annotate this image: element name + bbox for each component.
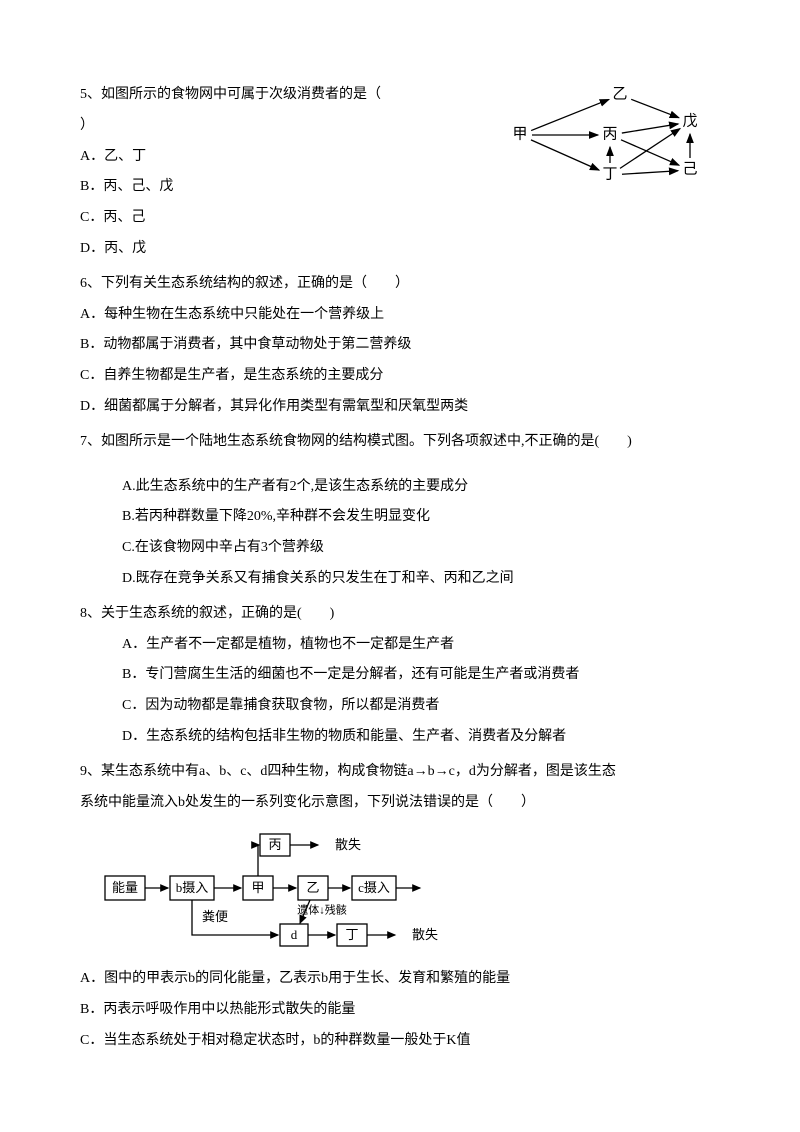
svg-text:乙: 乙	[612, 86, 627, 102]
q8-stem: 8、关于生态系统的叙述，正确的是( )	[80, 599, 720, 630]
label-c-in: c摄入	[358, 880, 390, 895]
q7-option-b: B.若丙种群数量下降20%,辛种群不会发生明显变化	[80, 502, 720, 533]
q5-food-web-diagram: 甲 乙丙丁 戊己	[500, 80, 720, 195]
label-d: d	[291, 927, 298, 942]
q8-option-a: A．生产者不一定都是植物，植物也不一定都是生产者	[80, 630, 720, 661]
question-5: 甲乙丙丁戊己 5、如图所示的食物网中可属于次级消费者的是（ ） A．乙、丁 B．…	[80, 80, 720, 265]
question-9: 9、某生态系统中有a、b、c、d四种生物，构成食物链a→b→c，d为分解者，图是…	[80, 757, 720, 1057]
svg-text:丁: 丁	[602, 166, 617, 182]
q9-option-c: C．当生态系统处于相对稳定状态时，b的种群数量一般处于K值	[80, 1026, 720, 1057]
q9-option-b: B．丙表示呼吸作用中以热能形式散失的能量	[80, 995, 720, 1026]
q5-option-c: C．丙、己	[80, 203, 720, 234]
q5-option-d: D．丙、戊	[80, 234, 720, 265]
question-6: 6、下列有关生态系统结构的叙述，正确的是（ ） A．每种生物在生态系统中只能处在…	[80, 269, 720, 423]
q7-option-c: C.在该食物网中辛占有3个营养级	[80, 533, 720, 564]
q7-option-a: A.此生态系统中的生产者有2个,是该生态系统的主要成分	[80, 472, 720, 503]
q6-option-c: C．自养生物都是生产者，是生态系统的主要成分	[80, 361, 720, 392]
q6-stem: 6、下列有关生态系统结构的叙述，正确的是（ ）	[80, 269, 720, 300]
label-yi: 乙	[306, 880, 319, 895]
label-energy: 能量	[112, 880, 138, 895]
q8-option-d: D．生态系统的结构包括非生物的物质和能量、生产者、消费者及分解者	[80, 722, 720, 753]
food-web-svg: 甲 乙丙丁 戊己	[500, 80, 720, 195]
svg-text:己: 己	[682, 161, 697, 177]
q6-option-a: A．每种生物在生态系统中只能处在一个营养级上	[80, 300, 720, 331]
question-8: 8、关于生态系统的叙述，正确的是( ) A．生产者不一定都是植物，植物也不一定都…	[80, 599, 720, 753]
q8-option-b: B．专门营腐生生活的细菌也不一定是分解者，还有可能是生产者或消费者	[80, 660, 720, 691]
q6-option-b: B．动物都属于消费者，其中食草动物处于第二营养级	[80, 330, 720, 361]
energy-flow-svg: 能量 b摄入 甲 乙 c摄入 丙 散失 d 丁 散失 粪便 遗体↓残骸	[100, 826, 480, 956]
label-bing: 丙	[268, 837, 281, 852]
svg-text:甲: 甲	[512, 126, 527, 142]
question-7: 7、如图所示是一个陆地生态系统食物网的结构模式图。下列各项叙述中,不正确的是( …	[80, 427, 720, 595]
label-ding: 丁	[345, 927, 358, 942]
label-b-in: b摄入	[176, 880, 209, 895]
q9-energy-flow-diagram: 能量 b摄入 甲 乙 c摄入 丙 散失 d 丁 散失 粪便 遗体↓残骸	[100, 826, 720, 956]
q8-option-c: C．因为动物都是靠捕食获取食物，所以都是消费者	[80, 691, 720, 722]
label-jia: 甲	[251, 880, 264, 895]
q7-stem: 7、如图所示是一个陆地生态系统食物网的结构模式图。下列各项叙述中,不正确的是( …	[80, 427, 720, 458]
label-feces: 粪便	[202, 909, 228, 924]
q9-option-a: A．图中的甲表示b的同化能量，乙表示b用于生长、发育和繁殖的能量	[80, 964, 720, 995]
q9-stem-1: 9、某生态系统中有a、b、c、d四种生物，构成食物链a→b→c，d为分解者，图是…	[80, 757, 720, 788]
svg-text:丙: 丙	[602, 126, 617, 142]
q9-stem-2: 系统中能量流入b处发生的一系列变化示意图，下列说法错误的是（ ）	[80, 788, 720, 819]
spacer	[80, 458, 720, 472]
label-remains: 遗体↓残骸	[297, 903, 347, 917]
q6-option-d: D．细菌都属于分解者，其异化作用类型有需氧型和厌氧型两类	[80, 392, 720, 423]
page-container: 甲乙丙丁戊己 5、如图所示的食物网中可属于次级消费者的是（ ） A．乙、丁 B．…	[0, 0, 800, 1132]
q7-option-d: D.既存在竞争关系又有捕食关系的只发生在丁和辛、丙和乙之间	[80, 564, 720, 595]
svg-text:戊: 戊	[682, 112, 697, 129]
label-dissipate-1: 散失	[335, 837, 361, 852]
label-dissipate-2: 散失	[412, 927, 438, 942]
